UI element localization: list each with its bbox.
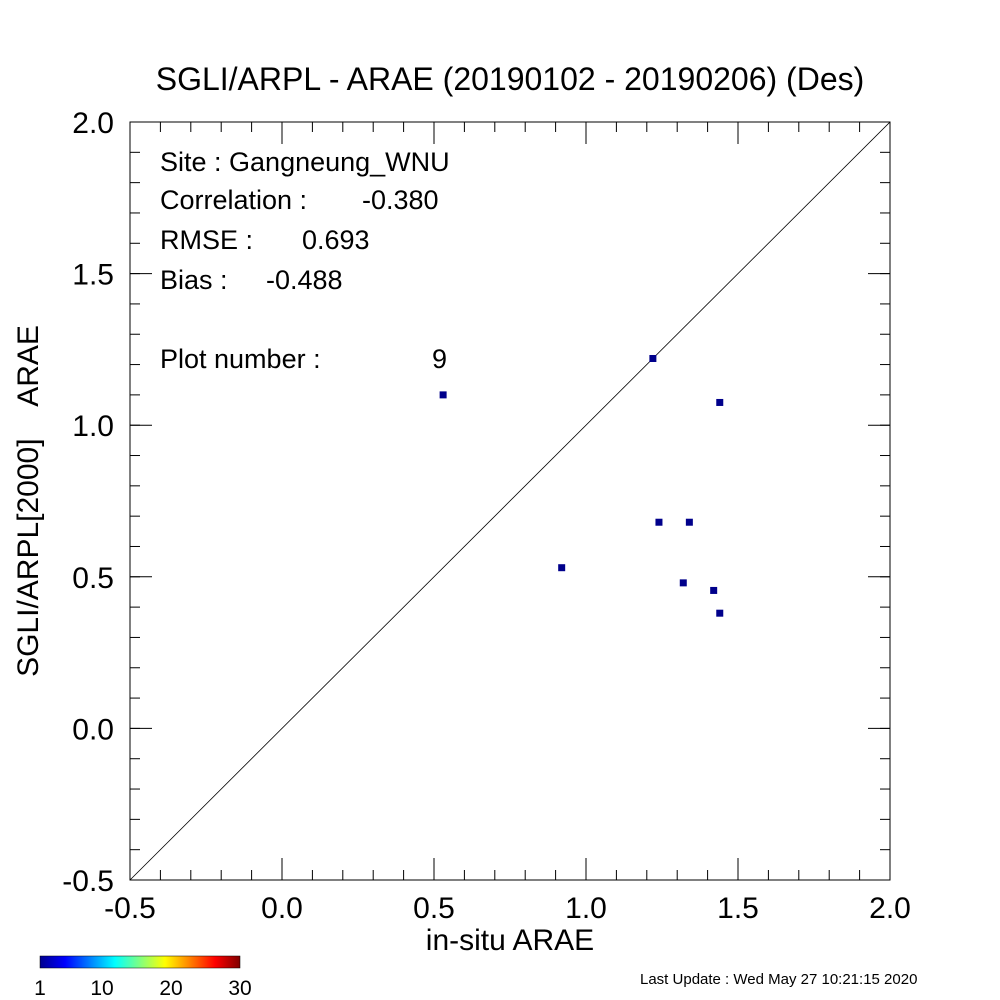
data-point [679,579,687,587]
data-point [655,518,663,526]
site-label: Site : Gangneung_WNU [160,147,450,177]
data-point [558,564,566,572]
correlation-value: -0.380 [362,185,439,215]
rmse-label: RMSE : [160,225,253,255]
x-tick-label: 2.0 [869,892,911,925]
last-update: Last Update : Wed May 27 10:21:15 2020 [640,971,917,988]
plot-number-value: 9 [432,344,447,374]
data-point [649,354,657,362]
y-tick-label: -0.5 [62,865,114,898]
x-axis-title: in-situ ARAE [426,924,594,957]
stats-box: Site : Gangneung_WNU Correlation : -0.38… [160,147,450,374]
data-point [710,586,718,594]
y-tick-label: 2.0 [72,107,114,140]
plot-frame [129,121,891,881]
x-tick-label: 0.0 [261,892,303,925]
data-point [716,609,724,617]
data-points [439,354,724,617]
colorbar-tick-label: 20 [159,977,182,1000]
y-axis-title: SGLI/ARPL[2000] ARAE [12,325,45,677]
x-tick-label: -0.5 [104,892,156,925]
bias-value: -0.488 [266,265,343,295]
major-ticks [129,121,891,881]
y-tick-label: 1.0 [72,410,114,443]
x-tick-label: 1.5 [717,892,759,925]
colorbar [39,955,241,969]
colorbar-tick-label: 1 [34,977,46,1000]
plot-number-label: Plot number : [160,344,321,374]
data-point [439,391,447,399]
colorbar-tick-label: 30 [228,977,251,1000]
one-to-one-line [129,121,891,881]
colorbar-tick-label: 10 [90,977,113,1000]
x-tick-label: 1.0 [565,892,607,925]
x-tick-label: 0.5 [413,892,455,925]
x-tick-labels: -0.5 0.0 0.5 1.0 1.5 2.0 [104,892,911,925]
chart-title: SGLI/ARPL - ARAE (20190102 - 20190206) (… [156,61,865,97]
data-point [685,518,693,526]
y-tick-labels: -0.5 0.0 0.5 1.0 1.5 2.0 [62,107,114,898]
data-point [716,398,724,406]
y-tick-label: 1.5 [72,259,114,292]
correlation-label: Correlation : [160,185,307,215]
bias-label: Bias : [160,265,228,295]
y-tick-label: 0.0 [72,713,114,746]
y-tick-label: 0.5 [72,562,114,595]
colorbar-labels: 1 10 20 30 [34,977,252,1000]
rmse-value: 0.693 [302,225,370,255]
